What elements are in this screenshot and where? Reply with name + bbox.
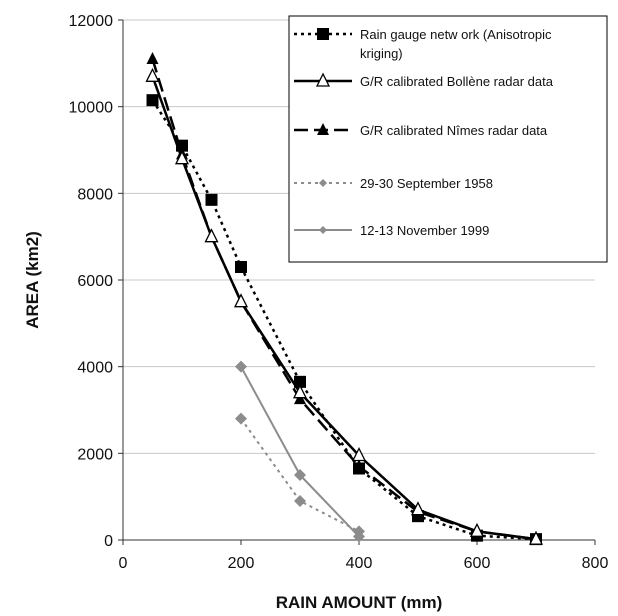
x-tick-label: 400 (346, 555, 373, 572)
legend-label: G/R calibrated Bollène radar data (360, 74, 554, 89)
y-tick-label: 6000 (77, 273, 113, 290)
data-point (235, 261, 247, 273)
y-tick-label: 4000 (77, 360, 113, 377)
legend-label: Rain gauge netw ork (Anisotropic (360, 27, 552, 42)
y-tick-label: 2000 (77, 446, 113, 463)
legend-label: G/R calibrated Nîmes radar data (360, 123, 548, 138)
data-point (317, 28, 329, 40)
y-tick-label: 8000 (77, 186, 113, 203)
x-tick-label: 800 (582, 555, 609, 572)
x-tick-label: 0 (119, 555, 128, 572)
data-point (147, 94, 159, 106)
y-axis-title: AREA (km2) (23, 231, 42, 329)
legend: Rain gauge netw ork (Anisotropic kriging)… (289, 16, 607, 262)
data-point (206, 194, 218, 206)
x-tick-label: 200 (228, 555, 255, 572)
x-axis-title: RAIN AMOUNT (mm) (276, 593, 443, 612)
legend-label: kriging) (360, 46, 403, 61)
y-tick-label: 0 (104, 533, 113, 550)
legend-label: 29-30 September 1958 (360, 176, 493, 191)
x-tick-label: 600 (464, 555, 491, 572)
y-tick-label: 10000 (69, 100, 114, 117)
y-tick-label: 12000 (69, 13, 114, 30)
legend-label: 12-13 November 1999 (360, 223, 489, 238)
